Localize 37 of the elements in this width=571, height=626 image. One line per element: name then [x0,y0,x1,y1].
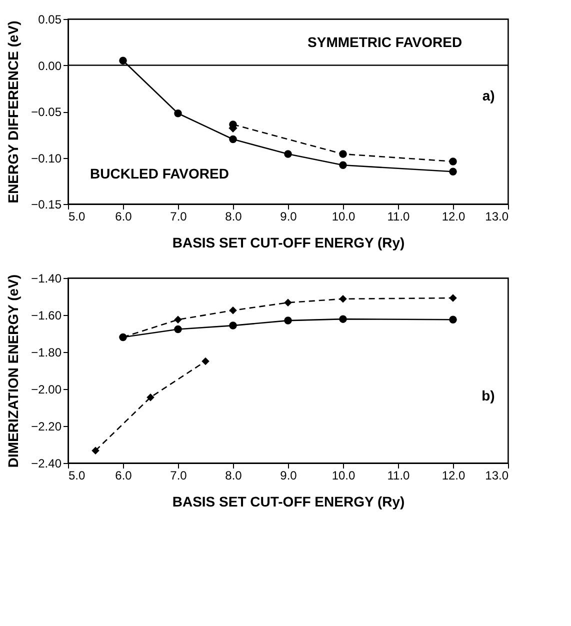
x-tick-label: 10.0 [332,210,356,224]
x-tick-label: 12.0 [442,210,466,224]
x-tick-label: 8.0 [225,210,242,224]
y-tick-label: −1.80 [31,346,62,360]
y-axis-title: DIMERIZATION ENERGY (eV) [5,274,22,468]
x-axis-title: BASIS SET CUT-OFF ENERGY (Ry) [172,494,405,510]
y-tick-label: 0.00 [38,58,62,73]
x-tick-label: 5.0 [68,210,86,224]
x-tick-label: 10.0 [332,468,356,482]
x-tick-label: 6.0 [115,468,132,482]
x-tick-label: 9.0 [280,210,298,224]
x-tick-label: 11.0 [387,468,410,482]
x-tick-label: 13.0 [485,210,509,224]
x-tick-label: 9.0 [280,468,298,482]
x-tick-label: 5.0 [68,468,86,482]
y-tick-label: −2.40 [31,456,62,470]
y-tick-label: 0.05 [38,12,62,26]
x-tick-label: 11.0 [387,210,410,224]
annotation: a) [482,88,495,104]
x-tick-label: 7.0 [170,468,188,482]
y-tick-label: −1.60 [31,308,62,322]
x-tick-label: 13.0 [485,468,509,482]
annotation: SYMMETRIC FAVORED [308,34,462,50]
y-axis-title: ENERGY DIFFERENCE (eV) [5,20,22,204]
x-tick-label: 6.0 [115,210,132,224]
y-tick-label: −0.15 [31,198,62,212]
y-tick-label: −0.10 [31,151,62,166]
y-tick-label: −2.20 [31,420,62,434]
x-tick-label: 8.0 [225,468,242,482]
y-tick-label: −0.05 [31,105,62,119]
y-tick-label: −2.00 [31,382,62,396]
x-tick-label: 7.0 [170,210,188,224]
x-tick-label: 12.0 [442,468,466,482]
annotation: b) [482,387,495,404]
x-axis-title: BASIS SET CUT-OFF ENERGY (Ry) [172,234,405,250]
annotation: BUCKLED FAVORED [90,165,229,182]
y-tick-label: −1.40 [31,272,62,286]
